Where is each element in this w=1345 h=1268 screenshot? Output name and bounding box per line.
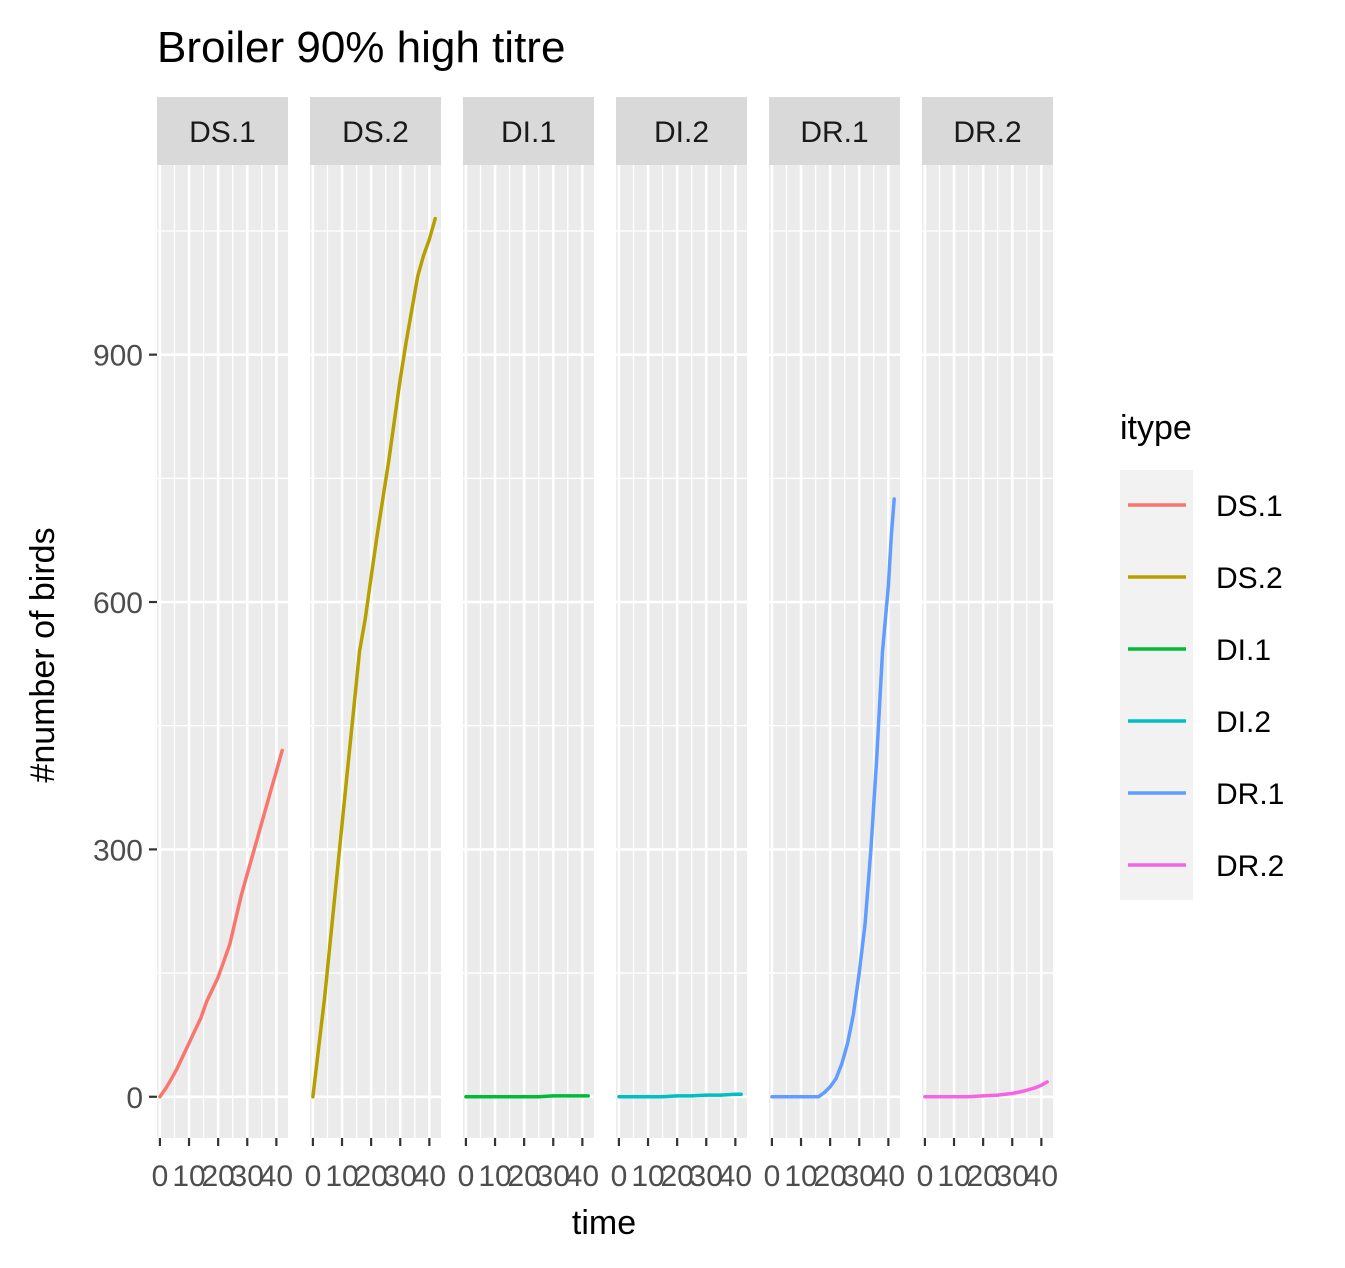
legend-key-background — [1120, 470, 1193, 900]
panel-background — [310, 165, 441, 1138]
x-tick-label: 40 — [719, 1160, 752, 1193]
x-tick-label: 0 — [764, 1160, 781, 1193]
legend-label: DI.1 — [1216, 634, 1271, 667]
legend-label: DI.2 — [1216, 706, 1271, 739]
x-tick-label: 0 — [917, 1160, 934, 1193]
y-tick-label: 900 — [93, 340, 143, 373]
chart-title: Broiler 90% high titre — [157, 23, 565, 72]
facet-strip-label: DR.2 — [953, 116, 1021, 149]
panel-background — [922, 165, 1053, 1138]
legend-label: DR.2 — [1216, 850, 1284, 883]
y-axis-label: #number of birds — [24, 527, 62, 782]
facet-strip-label: DS.1 — [189, 116, 256, 149]
facet-strip-label: DS.2 — [342, 116, 409, 149]
panel-background — [616, 165, 747, 1138]
y-tick-label: 0 — [126, 1082, 143, 1115]
x-tick-label: 0 — [611, 1160, 628, 1193]
x-tick-label: 0 — [458, 1160, 475, 1193]
legend-label: DR.1 — [1216, 778, 1284, 811]
facet-strip-label: DR.1 — [800, 116, 868, 149]
facet-strip-label: DI.1 — [501, 116, 556, 149]
x-tick-label: 40 — [872, 1160, 905, 1193]
panel-background — [463, 165, 594, 1138]
x-axis-label: time — [572, 1204, 636, 1242]
x-tick-label: 40 — [1025, 1160, 1058, 1193]
legend-label: DS.1 — [1216, 490, 1283, 523]
x-tick-label: 40 — [566, 1160, 599, 1193]
legend-label: DS.2 — [1216, 562, 1283, 595]
x-tick-label: 0 — [305, 1160, 322, 1193]
legend-title: itype — [1120, 409, 1192, 447]
x-tick-label: 0 — [152, 1160, 169, 1193]
facet-strip-label: DI.2 — [654, 116, 709, 149]
x-tick-label: 40 — [413, 1160, 446, 1193]
y-tick-label: 600 — [93, 587, 143, 620]
series-line-di-1 — [466, 1096, 588, 1097]
y-tick-label: 300 — [93, 834, 143, 867]
panel-background — [157, 165, 288, 1138]
panel-background — [769, 165, 900, 1138]
x-tick-label: 40 — [260, 1160, 293, 1193]
